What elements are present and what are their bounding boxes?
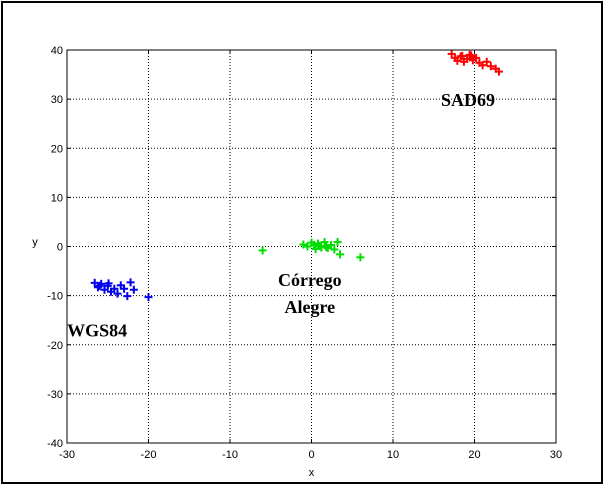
x-tick-label: -10: [222, 449, 238, 461]
data-point: [299, 240, 308, 249]
series-1: [258, 238, 365, 262]
y-tick-label: -30: [47, 389, 63, 401]
data-point: [95, 281, 104, 290]
data-point: [472, 53, 481, 62]
data-point: [110, 284, 119, 293]
y-tick-label: -40: [47, 438, 63, 450]
data-point: [320, 238, 329, 247]
y-tick-label: 20: [51, 143, 63, 155]
x-tick-label: 0: [308, 449, 314, 461]
y-tick-label: 10: [51, 192, 63, 204]
x-tick-label: 20: [468, 449, 480, 461]
data-point: [311, 244, 320, 253]
annotation-label: WGS84: [67, 320, 127, 340]
annotation-label: Alegre: [285, 297, 336, 317]
data-point: [322, 242, 331, 251]
data-point: [327, 241, 336, 250]
x-tick-label: -20: [141, 449, 157, 461]
data-point: [333, 238, 342, 247]
annotations: SAD69 Córrego Alegre WGS84: [67, 90, 495, 340]
y-tick-label: -20: [47, 340, 63, 352]
data-point: [486, 62, 495, 71]
data-point: [482, 57, 491, 66]
series-2: [90, 278, 153, 302]
data-point: [123, 292, 132, 301]
y-tick-label: 30: [51, 94, 63, 106]
annotation-label: SAD69: [441, 90, 495, 110]
data-point: [458, 51, 467, 60]
y-axis-label: y: [32, 237, 38, 249]
annotation-label: Córrego: [278, 270, 342, 290]
data-point: [309, 241, 318, 250]
data-point: [467, 51, 476, 60]
series-0: [447, 49, 503, 76]
data-points: [90, 49, 503, 302]
x-axis-label: x: [309, 467, 315, 479]
y-tick-label: -10: [47, 291, 63, 303]
data-point: [120, 284, 129, 293]
data-point: [129, 285, 138, 294]
x-tick-label: -30: [59, 449, 75, 461]
x-tick-label: 30: [550, 449, 562, 461]
y-tick-label: 0: [57, 242, 63, 254]
data-point: [494, 67, 503, 76]
data-point: [144, 293, 153, 302]
data-point: [478, 61, 487, 70]
data-point: [104, 279, 113, 288]
data-point: [330, 245, 339, 254]
y-tick-label: 40: [51, 45, 63, 57]
data-point: [336, 250, 345, 259]
data-point: [126, 278, 135, 287]
x-tick-label: 10: [387, 449, 399, 461]
data-point: [356, 253, 365, 262]
data-point: [258, 246, 267, 255]
data-point: [303, 242, 312, 251]
data-point: [113, 289, 122, 298]
plot-border: [66, 49, 557, 444]
